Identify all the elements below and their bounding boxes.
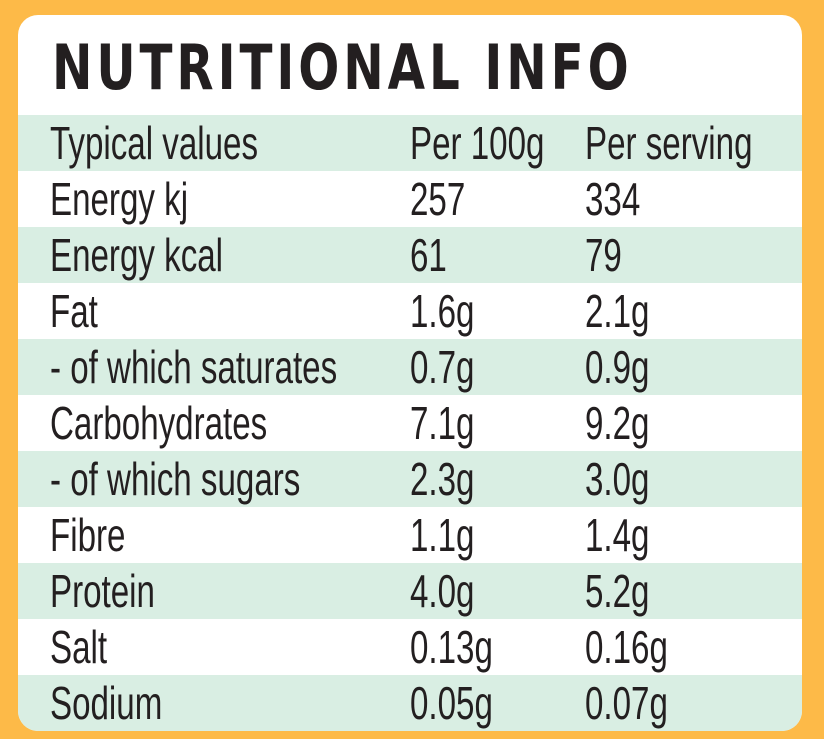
- per-serving-value: 3.0g: [585, 453, 650, 505]
- nutrient-name: Salt: [50, 621, 108, 673]
- per-100g-value: 7.1g: [410, 397, 475, 449]
- nutrient-name: Energy kj: [50, 173, 189, 225]
- nutrient-name: - of which sugars: [50, 453, 301, 505]
- table-row: Energy kj 257 334: [18, 171, 802, 227]
- nutrient-name: - of which saturates: [50, 341, 338, 393]
- per-serving-value: 5.2g: [585, 565, 650, 617]
- nutrient-name: Fat: [50, 285, 98, 337]
- header-per-100g: Per 100g: [410, 117, 545, 169]
- table-row: Energy kcal 61 79: [18, 227, 802, 283]
- per-serving-value: 334: [585, 173, 641, 225]
- nutrient-name: Sodium: [50, 677, 163, 729]
- table-row: Carbohydrates 7.1g 9.2g: [18, 395, 802, 451]
- per-100g-value: 61: [410, 229, 447, 281]
- nutrition-title: NUTRITIONAL INFO: [52, 31, 633, 104]
- per-serving-value: 1.4g: [585, 509, 650, 561]
- per-100g-value: 0.7g: [410, 341, 475, 393]
- nutrient-name: Energy kcal: [50, 229, 224, 281]
- per-100g-value: 2.3g: [410, 453, 475, 505]
- per-100g-value: 4.0g: [410, 565, 475, 617]
- per-100g-value: 257: [410, 173, 466, 225]
- nutrition-card: NUTRITIONAL INFO Typical values Per 100g…: [18, 15, 802, 731]
- table-row: - of which sugars 2.3g 3.0g: [18, 451, 802, 507]
- per-serving-value: 2.1g: [585, 285, 650, 337]
- per-serving-value: 0.07g: [585, 677, 668, 729]
- per-serving-value: 9.2g: [585, 397, 650, 449]
- nutrient-name: Fibre: [50, 509, 126, 561]
- table-row: Sodium 0.05g 0.07g: [18, 675, 802, 731]
- per-serving-value: 0.16g: [585, 621, 668, 673]
- table-row: Salt 0.13g 0.16g: [18, 619, 802, 675]
- per-serving-value: 0.9g: [585, 341, 650, 393]
- per-100g-value: 0.13g: [410, 621, 493, 673]
- nutrient-name: Carbohydrates: [50, 397, 268, 449]
- table-row: Fat 1.6g 2.1g: [18, 283, 802, 339]
- table-row: Protein 4.0g 5.2g: [18, 563, 802, 619]
- per-100g-value: 1.6g: [410, 285, 475, 337]
- table-header-row: Typical values Per 100g Per serving: [18, 115, 802, 171]
- header-typical-values: Typical values: [50, 117, 259, 169]
- table-row: Fibre 1.1g 1.4g: [18, 507, 802, 563]
- per-100g-value: 1.1g: [410, 509, 475, 561]
- per-serving-value: 79: [585, 229, 622, 281]
- nutrition-table: Typical values Per 100g Per serving Ener…: [18, 115, 802, 731]
- table-row: - of which saturates 0.7g 0.9g: [18, 339, 802, 395]
- per-100g-value: 0.05g: [410, 677, 493, 729]
- header-per-serving: Per serving: [585, 117, 753, 169]
- nutrient-name: Protein: [50, 565, 155, 617]
